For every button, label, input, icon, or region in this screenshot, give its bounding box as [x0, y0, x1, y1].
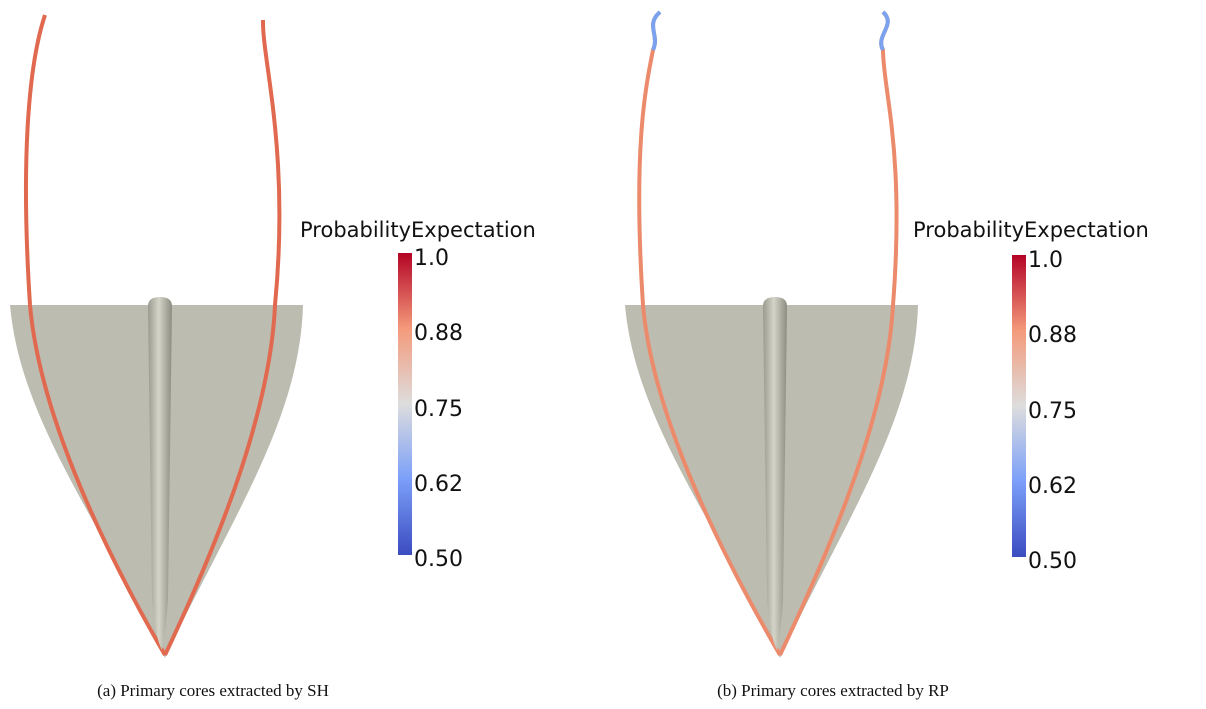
colorbar [1012, 255, 1026, 557]
colorbar-tick: 0.50 [414, 547, 463, 572]
colorbar-tick: 1.0 [1028, 248, 1063, 273]
colorbar-tick: 0.88 [1028, 323, 1077, 348]
colorbar-tick: 1.0 [414, 246, 449, 271]
figure: ProbabilityExpectation 1.0 0.88 0.75 0.6… [0, 0, 1206, 709]
colorbar [398, 253, 412, 555]
vortex-core-low [881, 12, 888, 50]
vortex-core-low [653, 12, 660, 50]
panel-b: ProbabilityExpectation 1.0 0.88 0.75 0.6… [625, 12, 1149, 700]
colorbar-title: ProbabilityExpectation [300, 218, 536, 242]
caption: (b) Primary cores extracted by RP [717, 681, 949, 700]
colorbar-tick: 0.75 [414, 397, 463, 422]
colorbar-tick: 0.62 [414, 472, 463, 497]
panel-a: ProbabilityExpectation 1.0 0.88 0.75 0.6… [10, 15, 536, 700]
colorbar-tick: 0.88 [414, 321, 463, 346]
colorbar-tick: 0.75 [1028, 399, 1077, 424]
colorbar-title: ProbabilityExpectation [913, 218, 1149, 242]
caption: (a) Primary cores extracted by SH [97, 681, 329, 700]
colorbar-tick: 0.62 [1028, 474, 1077, 499]
colorbar-tick: 0.50 [1028, 549, 1077, 574]
